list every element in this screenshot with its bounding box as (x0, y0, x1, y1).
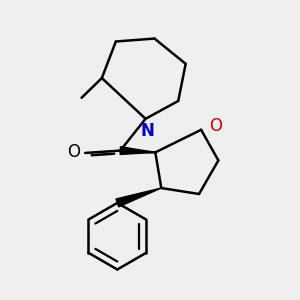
Polygon shape (116, 188, 161, 207)
Polygon shape (120, 147, 155, 154)
Text: N: N (140, 122, 154, 140)
Text: O: O (67, 143, 80, 161)
Text: O: O (209, 117, 222, 135)
